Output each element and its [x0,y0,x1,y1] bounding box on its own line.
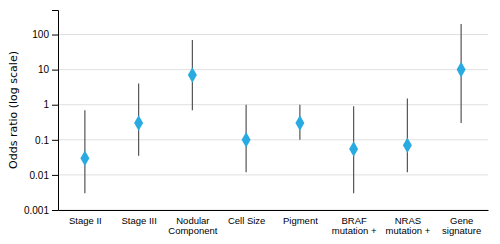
chart: 0.001 0.01 0.1 1 10 100 Stage II Stage III Nodul… [0,0,500,244]
point [242,132,251,148]
x-tick: NRASmutation + [386,210,431,236]
x-tick-label-line: Component [168,225,217,236]
grid-line [58,174,488,175]
x-tick: NodularComponent [168,210,217,236]
x-tick-label-line: Nodular [176,215,209,226]
x-tick: Stage III [121,210,156,226]
x-tick-label-line: mutation + [386,225,431,236]
point [457,62,466,78]
grid-line [58,104,488,105]
y-tick: 0.001 [24,205,58,216]
x-tick-label-line: mutation + [332,225,377,236]
point [349,141,358,157]
y-tick-label: 1 [43,99,49,110]
y-tick-mark [52,35,58,36]
error-bar [407,99,408,173]
x-tick-label: NodularComponent [168,215,217,237]
x-tick: Genesignature [442,210,481,236]
x-tick: Cell Size [228,210,266,226]
y-tick-label: 0.001 [24,205,49,216]
y-axis-title: Odds ratio (log scale) [7,51,20,169]
x-tick-label: NRASmutation + [386,215,431,237]
plot: 0.001 0.01 0.1 1 10 100 Stage II Stage III Nodul… [24,11,489,237]
grid-line [58,139,488,140]
y-tick: 10 [38,64,58,75]
x-tick: Pigment [283,210,318,226]
y-tick-label: 0.1 [35,135,49,146]
x-tick-label-line: BRAF [341,215,367,226]
point [295,115,304,131]
x-tick-label-line: Gene [450,215,473,226]
x-tick-label: Genesignature [442,215,481,237]
y-axis: 0.001 0.01 0.1 1 10 100 [24,11,59,216]
grid [58,35,488,210]
y-tick: 100 [32,29,58,40]
x-tick-label: Stage II [69,215,102,226]
x-tick: BRAFmutation + [332,210,377,236]
x-tick-label: Cell Size [228,215,266,226]
y-tick-label: 0.01 [30,170,50,181]
x-tick-label-line: NRAS [395,215,421,226]
y-tick-label: 10 [38,64,50,75]
point [134,115,143,131]
x-tick: Stage II [69,210,102,226]
point [188,67,197,83]
y-tick-mark [52,140,58,141]
grid-line [58,34,488,35]
x-axis: Stage II Stage III NodularComponent Cell Si… [59,210,489,236]
x-tick-label: Stage III [121,215,156,226]
point [403,137,412,153]
y-tick-mark [52,210,58,211]
y-tick-label: 100 [32,29,49,40]
x-tick-label-line: Stage III [121,215,156,226]
point [80,150,89,166]
y-tick: 1 [43,99,58,110]
x-tick-label-line: Cell Size [228,215,266,226]
marks [80,24,465,193]
y-tick-mark [52,105,58,106]
x-tick-label: Pigment [283,215,318,226]
y-tick-mark [52,175,58,176]
y-axis-line [52,11,59,211]
x-axis-line [59,210,489,211]
grid-line [58,69,488,70]
y-tick-mark [52,70,58,71]
y-tick: 0.01 [30,170,58,181]
x-tick-label-line: Pigment [283,215,318,226]
y-tick: 0.1 [35,135,58,146]
x-tick-label-line: Stage II [69,215,102,226]
grid-line [58,210,488,211]
x-tick-label-line: signature [442,225,481,236]
x-tick-label: BRAFmutation + [332,215,377,237]
